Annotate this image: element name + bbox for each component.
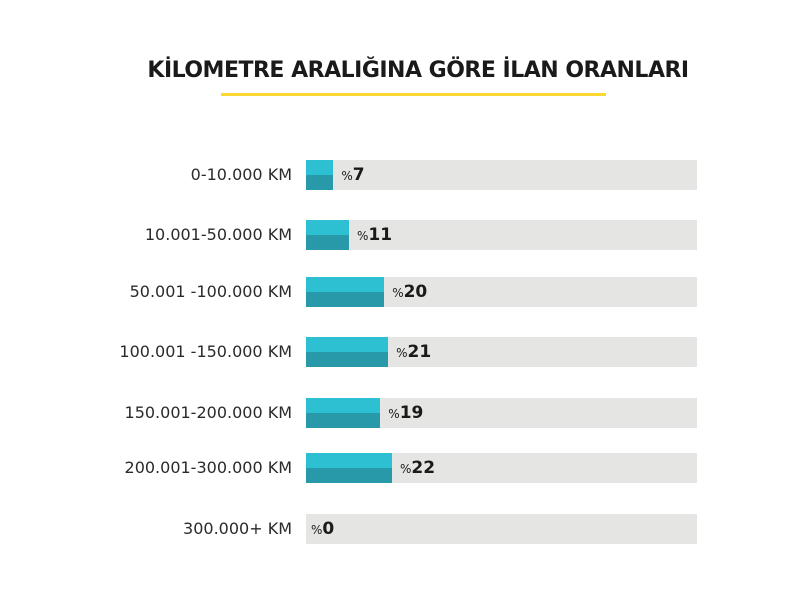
bar-track: %0: [306, 514, 697, 544]
bar: [306, 337, 389, 367]
data-label: %22: [400, 458, 436, 478]
title-underline: [221, 93, 606, 96]
bar-row: 10.001-50.000 KM %11: [0, 220, 800, 250]
bar-row: 300.000+ KM %0: [0, 514, 800, 544]
category-label: 0-10.000 KM: [190, 165, 292, 184]
category-label: 300.000+ KM: [183, 519, 292, 538]
bar: [306, 160, 334, 190]
bar-row: 0-10.000 KM %7: [0, 160, 800, 190]
bar-track: %19: [306, 398, 697, 428]
data-label: %7: [341, 165, 365, 185]
bar: [306, 453, 393, 483]
data-label: %20: [392, 282, 428, 302]
bar: [306, 220, 349, 250]
bar-track: %21: [306, 337, 697, 367]
bar-row: 200.001-300.000 KM %22: [0, 453, 800, 483]
data-label: %19: [388, 403, 424, 423]
category-label: 50.001 -100.000 KM: [129, 282, 292, 301]
bar-track: %22: [306, 453, 697, 483]
bar-row: 100.001 -150.000 KM %21: [0, 337, 800, 367]
bar-track: %7: [306, 160, 697, 190]
category-label: 100.001 -150.000 KM: [119, 342, 292, 361]
bar-track: %20: [306, 277, 697, 307]
data-label: %0: [311, 519, 335, 539]
bar: [306, 277, 385, 307]
bar: [306, 398, 381, 428]
bar-row: 50.001 -100.000 KM %20: [0, 277, 800, 307]
data-label: %21: [396, 342, 432, 362]
data-label: %11: [357, 225, 393, 245]
category-label: 200.001-300.000 KM: [124, 458, 292, 477]
category-label: 10.001-50.000 KM: [144, 225, 292, 244]
bar-row: 150.001-200.000 KM %19: [0, 398, 800, 428]
bar-track: %11: [306, 220, 697, 250]
chart-title: KİLOMETRE ARALIĞINA GÖRE İLAN ORANLARI: [147, 58, 689, 83]
category-label: 150.001-200.000 KM: [124, 403, 292, 422]
